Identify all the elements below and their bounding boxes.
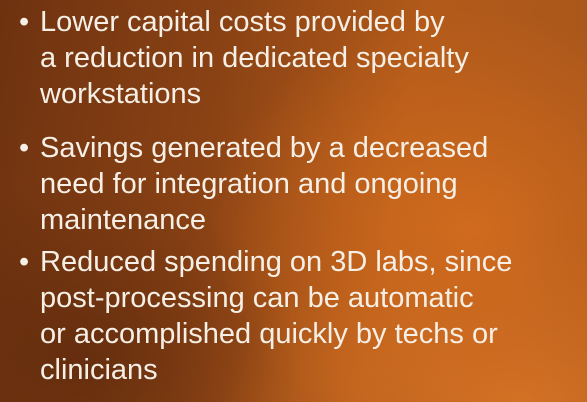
bullet-text: Savings generated by a decreased <box>40 130 488 166</box>
bullet-text: workstations <box>40 76 201 112</box>
bullet-text: or accomplished quickly by techs or <box>40 316 498 352</box>
bullet-text: need for integration and ongoing <box>40 166 458 202</box>
bullet-text: Reduced spending on 3D labs, since <box>40 244 512 280</box>
bullet-marker: • <box>19 130 29 166</box>
bullet-text: a reduction in dedicated specialty <box>40 40 469 76</box>
bullet-marker: • <box>19 244 29 280</box>
bullet-text: clinicians <box>40 352 158 388</box>
bullet-marker: • <box>19 4 29 40</box>
slide: • Lower capital costs provided bya reduct… <box>0 0 587 402</box>
bullet-text: Lower capital costs provided by <box>40 4 445 40</box>
bullet-text: maintenance <box>40 202 206 238</box>
bullet-text: post-processing can be automatic <box>40 280 474 316</box>
